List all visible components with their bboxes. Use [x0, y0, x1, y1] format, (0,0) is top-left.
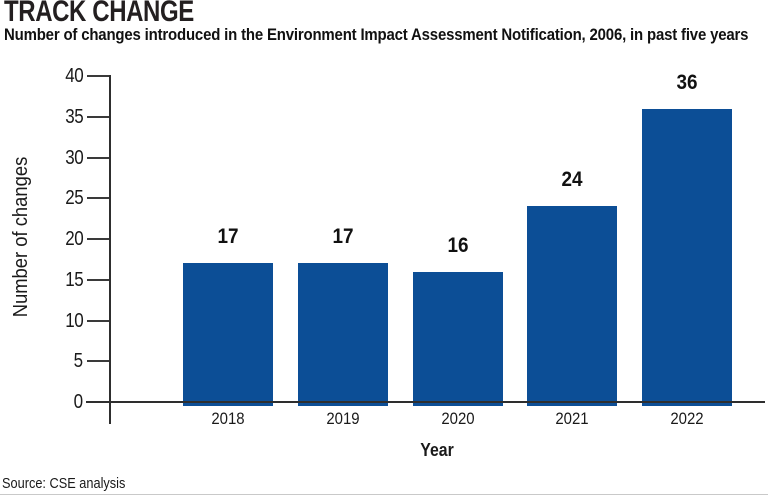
y-tick-label-10: 10 [64, 309, 83, 332]
y-tick-label-5: 5 [73, 350, 83, 373]
bar-2022 [642, 108, 732, 406]
x-tick-label-2020: 2020 [440, 409, 475, 428]
value-label-2019: 17 [332, 225, 354, 249]
y-axis-line [109, 75, 111, 424]
x-tick-label-2019: 2019 [326, 409, 360, 428]
x-tick-label-2022: 2022 [670, 409, 704, 428]
y-tick-mark-40 [87, 75, 109, 77]
y-tick-mark-30 [87, 156, 109, 159]
y-tick-mark-25 [87, 197, 109, 200]
value-label-2020: 16 [446, 233, 469, 257]
value-label-2022: 36 [676, 70, 698, 94]
x-tick-label-2021: 2021 [555, 409, 589, 428]
bar-2020 [412, 271, 503, 406]
y-tick-mark-15 [87, 278, 109, 281]
value-label-2018: 17 [217, 225, 239, 249]
y-tick-mark-35 [87, 115, 109, 118]
x-tick-label-2018: 2018 [211, 409, 245, 428]
bar-2018 [183, 263, 273, 406]
y-tick-label-35: 35 [64, 105, 83, 128]
y-tick-label-0: 0 [73, 391, 83, 413]
y-tick-label-20: 20 [64, 228, 83, 250]
bar-2021 [527, 206, 618, 406]
page-title: TRACK CHANGE [4, 0, 194, 28]
y-tick-label-30: 30 [64, 146, 83, 169]
source-note: Source: CSE analysis [2, 476, 126, 492]
y-axis-title: Number of changes [10, 156, 32, 318]
bottom-divider [0, 494, 768, 495]
bar-2019 [297, 263, 388, 406]
x-axis-title: Year [420, 440, 454, 460]
value-label-2021: 24 [561, 168, 583, 192]
y-tick-label-15: 15 [64, 268, 83, 291]
y-tick-label-40: 40 [64, 65, 83, 87]
y-tick-mark-5 [87, 360, 109, 363]
x-axis-line [86, 401, 765, 403]
y-tick-mark-20 [87, 238, 109, 240]
chart-subtitle: Number of changes introduced in the Envi… [4, 25, 749, 44]
y-tick-mark-10 [87, 319, 109, 322]
y-tick-label-25: 25 [64, 187, 83, 210]
